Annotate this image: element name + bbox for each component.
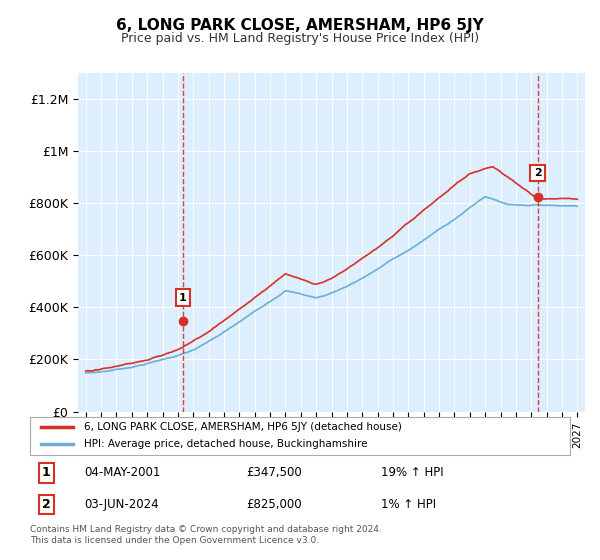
Text: HPI: Average price, detached house, Buckinghamshire: HPI: Average price, detached house, Buck… — [84, 440, 367, 450]
Text: 2: 2 — [42, 498, 50, 511]
Text: 1: 1 — [179, 292, 187, 302]
Text: 03-JUN-2024: 03-JUN-2024 — [84, 498, 158, 511]
Text: Price paid vs. HM Land Registry's House Price Index (HPI): Price paid vs. HM Land Registry's House … — [121, 32, 479, 45]
Text: 04-MAY-2001: 04-MAY-2001 — [84, 466, 160, 479]
Text: £825,000: £825,000 — [246, 498, 302, 511]
Text: 1: 1 — [42, 466, 50, 479]
Text: 1% ↑ HPI: 1% ↑ HPI — [381, 498, 436, 511]
Text: 19% ↑ HPI: 19% ↑ HPI — [381, 466, 443, 479]
Text: 2: 2 — [534, 168, 542, 178]
Text: £347,500: £347,500 — [246, 466, 302, 479]
Text: 6, LONG PARK CLOSE, AMERSHAM, HP6 5JY (detached house): 6, LONG PARK CLOSE, AMERSHAM, HP6 5JY (d… — [84, 422, 402, 432]
Text: 6, LONG PARK CLOSE, AMERSHAM, HP6 5JY: 6, LONG PARK CLOSE, AMERSHAM, HP6 5JY — [116, 18, 484, 33]
Text: Contains HM Land Registry data © Crown copyright and database right 2024.
This d: Contains HM Land Registry data © Crown c… — [30, 525, 382, 545]
